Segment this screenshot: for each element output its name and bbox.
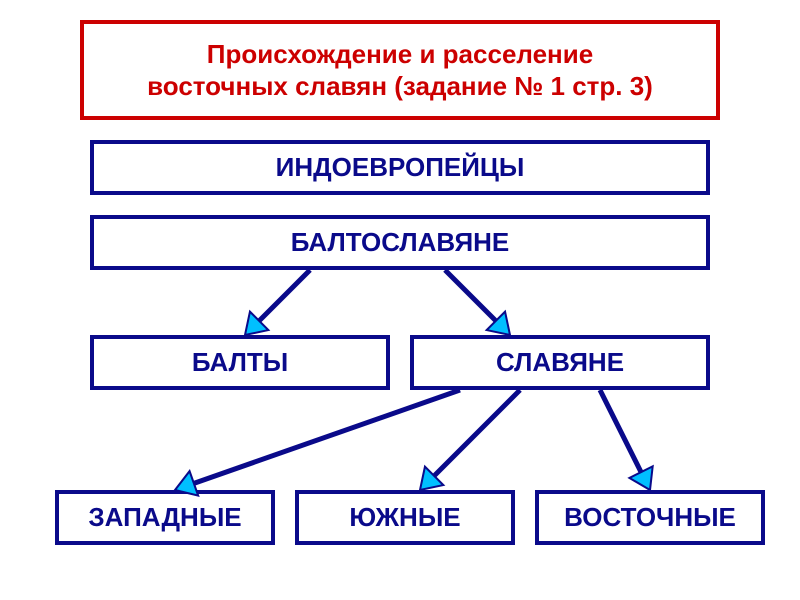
balts-label: БАЛТЫ: [192, 346, 288, 379]
balts-box: БАЛТЫ: [90, 335, 390, 390]
eastern-label: ВОСТОЧНЫЕ: [564, 501, 736, 534]
southern-box: ЮЖНЫЕ: [295, 490, 515, 545]
indo-europeans-label: ИНДОЕВРОПЕЙЦЫ: [276, 151, 525, 184]
western-box: ЗАПАДНЫЕ: [55, 490, 275, 545]
title-line1: Происхождение и расселение: [147, 38, 653, 71]
indo-europeans-box: ИНДОЕВРОПЕЙЦЫ: [90, 140, 710, 195]
balto-slavs-box: БАЛТОСЛАВЯНЕ: [90, 215, 710, 270]
balto-slavs-label: БАЛТОСЛАВЯНЕ: [291, 226, 510, 259]
western-label: ЗАПАДНЫЕ: [88, 501, 241, 534]
slavs-label: СЛАВЯНЕ: [496, 346, 624, 379]
title-line2: восточных славян (задание № 1 стр. 3): [147, 70, 653, 103]
title-box: Происхождение и расселение восточных сла…: [80, 20, 720, 120]
eastern-box: ВОСТОЧНЫЕ: [535, 490, 765, 545]
slavs-box: СЛАВЯНЕ: [410, 335, 710, 390]
southern-label: ЮЖНЫЕ: [349, 501, 460, 534]
